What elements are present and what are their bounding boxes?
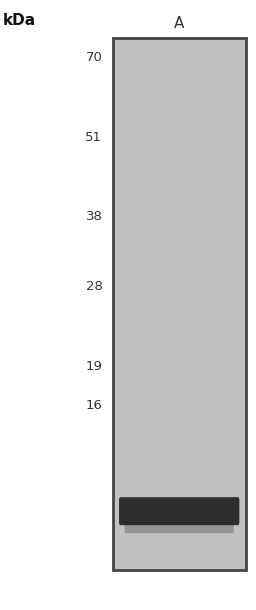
Text: 38: 38 — [86, 210, 102, 223]
Text: 70: 70 — [86, 51, 102, 65]
FancyBboxPatch shape — [119, 497, 239, 525]
Bar — [113, 38, 246, 570]
FancyBboxPatch shape — [125, 522, 234, 533]
Text: 51: 51 — [86, 131, 102, 144]
Text: 28: 28 — [86, 280, 102, 293]
Text: 16: 16 — [86, 399, 102, 412]
Text: kDa: kDa — [3, 13, 36, 29]
Text: A: A — [174, 15, 184, 30]
Text: 19: 19 — [86, 359, 102, 373]
